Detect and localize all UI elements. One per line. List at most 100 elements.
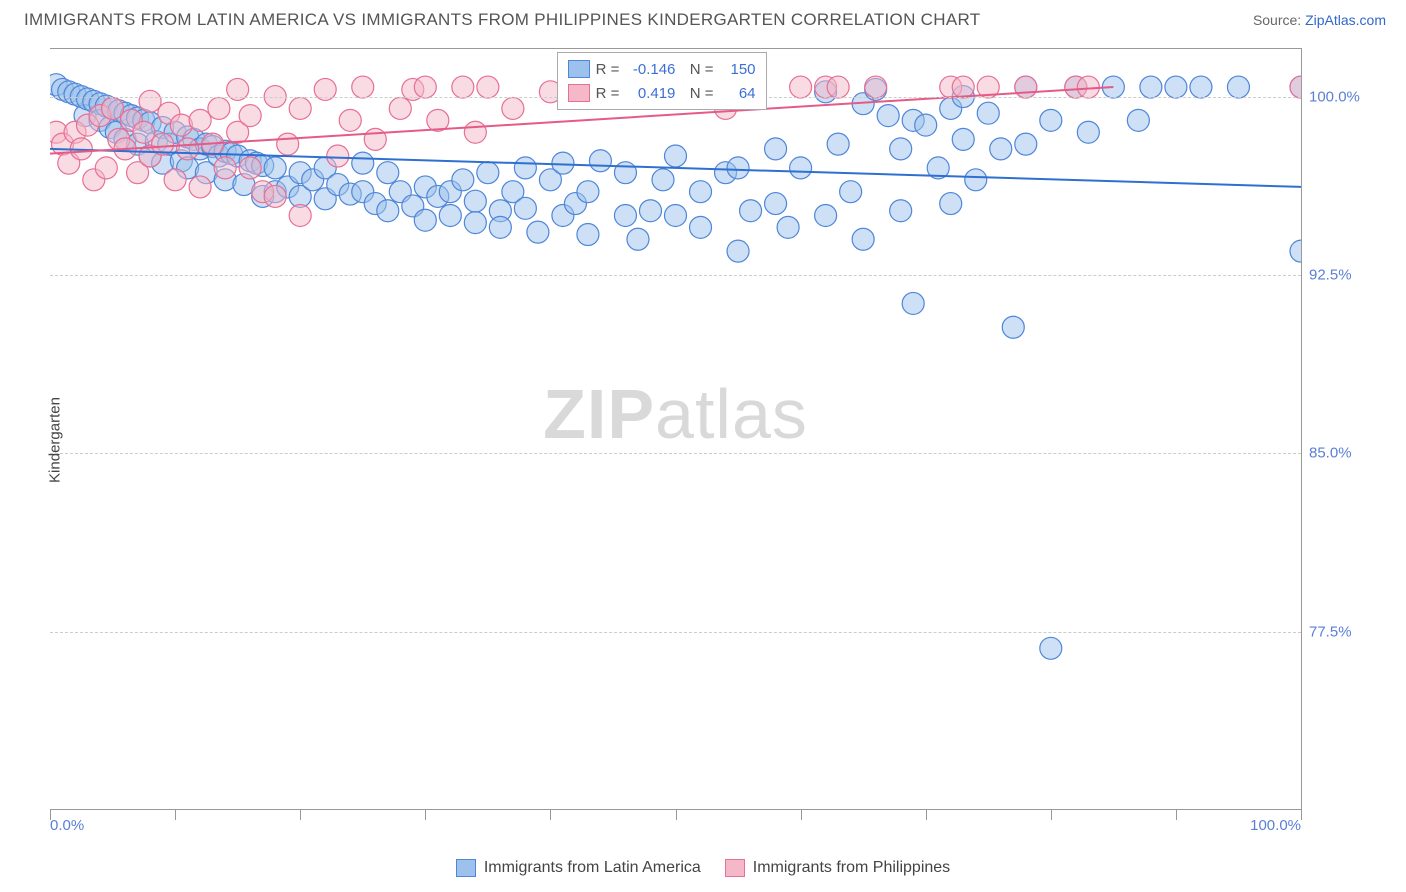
data-point <box>133 121 155 143</box>
stats-legend: R =-0.146 N =150R =0.419 N =64 <box>557 52 767 110</box>
x-tick <box>926 810 927 820</box>
data-point <box>1077 76 1099 98</box>
source-label: Source: ZipAtlas.com <box>1253 12 1386 28</box>
data-point <box>464 121 486 143</box>
data-point <box>740 200 762 222</box>
data-point <box>177 138 199 160</box>
data-point <box>614 162 636 184</box>
data-point <box>514 157 536 179</box>
data-point <box>239 157 261 179</box>
chart-area: Kindergarten ZIPatlas 100.0%92.5%85.0%77… <box>50 48 1390 832</box>
data-point <box>840 181 862 203</box>
data-point <box>327 145 349 167</box>
legend-swatch <box>456 859 476 877</box>
data-point <box>815 204 837 226</box>
data-point <box>164 169 186 191</box>
data-point <box>790 76 812 98</box>
data-point <box>727 240 749 262</box>
legend-swatch <box>568 60 590 78</box>
data-point <box>477 162 499 184</box>
data-point <box>614 204 636 226</box>
data-point <box>139 90 161 112</box>
data-point <box>339 109 361 131</box>
data-point <box>189 109 211 131</box>
data-point <box>990 138 1012 160</box>
x-tick <box>1301 810 1302 820</box>
data-point <box>940 193 962 215</box>
data-point <box>827 133 849 155</box>
x-tick <box>676 810 677 820</box>
data-point <box>389 97 411 119</box>
legend-label: Immigrants from Latin America <box>484 859 701 877</box>
data-point <box>690 181 712 203</box>
data-point <box>1015 133 1037 155</box>
data-point <box>452 169 474 191</box>
x-tick-label: 0.0% <box>50 817 84 834</box>
data-point <box>627 228 649 250</box>
data-point <box>790 157 812 179</box>
data-point <box>452 76 474 98</box>
legend-swatch <box>725 859 745 877</box>
data-point <box>102 97 124 119</box>
data-point <box>952 128 974 150</box>
y-tick-label: 100.0% <box>1309 88 1379 105</box>
data-point <box>665 204 687 226</box>
data-point <box>1015 76 1037 98</box>
legend-item: Immigrants from Philippines <box>725 859 950 877</box>
data-point <box>777 216 799 238</box>
stats-r-label: R = <box>596 61 620 78</box>
data-point <box>577 181 599 203</box>
stats-row: R =0.419 N =64 <box>568 81 756 105</box>
data-point <box>1190 76 1212 98</box>
data-point <box>277 133 299 155</box>
data-point <box>414 209 436 231</box>
data-point <box>289 97 311 119</box>
legend-label: Immigrants from Philippines <box>753 859 950 877</box>
data-point <box>877 105 899 127</box>
plot-svg <box>50 49 1301 810</box>
bottom-legend: Immigrants from Latin America Immigrants … <box>0 859 1406 882</box>
stats-r-value: -0.146 <box>625 61 675 78</box>
data-point <box>464 190 486 212</box>
data-point <box>852 228 874 250</box>
source-link[interactable]: ZipAtlas.com <box>1305 12 1386 28</box>
data-point <box>1127 109 1149 131</box>
stats-r-value: 0.419 <box>625 85 675 102</box>
data-point <box>965 169 987 191</box>
data-point <box>1077 121 1099 143</box>
grid-line <box>50 632 1301 633</box>
data-point <box>577 223 599 245</box>
x-tick <box>175 810 176 820</box>
legend-swatch <box>568 84 590 102</box>
data-point <box>289 204 311 226</box>
data-point <box>364 128 386 150</box>
data-point <box>264 157 286 179</box>
data-point <box>1227 76 1249 98</box>
data-point <box>377 200 399 222</box>
data-point <box>727 157 749 179</box>
data-point <box>1040 637 1062 659</box>
data-point <box>652 169 674 191</box>
data-point <box>690 216 712 238</box>
x-tick <box>550 810 551 820</box>
legend-item: Immigrants from Latin America <box>456 859 701 877</box>
data-point <box>208 97 230 119</box>
data-point <box>264 185 286 207</box>
data-point <box>489 216 511 238</box>
data-point <box>514 197 536 219</box>
data-point <box>890 138 912 160</box>
data-point <box>439 204 461 226</box>
data-point <box>827 76 849 98</box>
data-point <box>1002 316 1024 338</box>
data-point <box>639 200 661 222</box>
data-point <box>477 76 499 98</box>
x-tick <box>1051 810 1052 820</box>
stats-row: R =-0.146 N =150 <box>568 57 756 81</box>
data-point <box>239 105 261 127</box>
data-point <box>464 212 486 234</box>
data-point <box>352 76 374 98</box>
data-point <box>665 145 687 167</box>
x-tick <box>300 810 301 820</box>
y-tick-label: 77.5% <box>1309 623 1379 640</box>
data-point <box>865 76 887 98</box>
